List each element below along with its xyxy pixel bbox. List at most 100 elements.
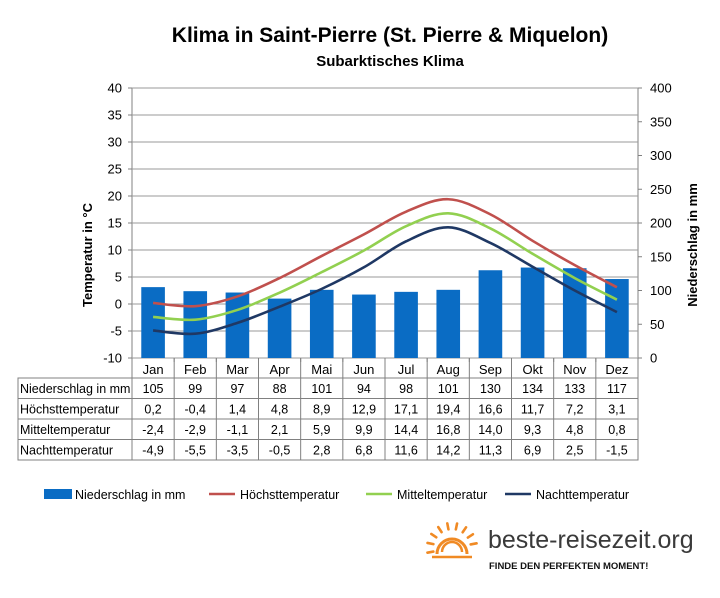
left-tick-label: 0 [115,297,122,312]
table-cell: 2,5 [566,443,583,457]
left-tick-label: 35 [108,108,122,123]
table-cell: 88 [273,382,287,396]
precipitation-bar [183,291,208,358]
precipitation-bar [141,287,165,358]
left-tick-label: 30 [108,135,122,150]
sun-ray [461,526,468,534]
table-cell: 3,1 [608,402,625,416]
left-tick-label: 40 [108,81,122,96]
sun-ray [436,525,443,534]
left-tick-label: 25 [108,162,122,177]
table-cell: 6,9 [524,443,541,457]
table-cell: 134 [522,382,543,396]
x-tick-label: Apr [269,362,290,377]
right-tick-label: 0 [650,351,657,366]
sun-ray [466,532,475,539]
table-cell: -0,4 [184,402,206,416]
table-cell: 2,1 [271,423,288,437]
precipitation-bar [309,289,334,358]
table-cell: 1,4 [229,402,246,416]
left-tick-label: 20 [108,189,122,204]
table-row-label: Nachttemperatur [20,443,113,457]
table-cell: -5,5 [184,443,206,457]
left-tick-label: -10 [103,351,122,366]
precipitation-bar [394,291,418,358]
precipitation-bar [605,279,629,358]
sun-ray [469,542,478,546]
table-cell: 11,3 [479,443,502,457]
table-cell: 4,8 [271,402,288,416]
precipitation-bar [478,270,503,358]
legend-label: Höchsttemperatur [240,488,339,502]
left-tick-label: -5 [110,324,122,339]
table-cell: 94 [357,382,371,396]
right-tick-label: 150 [650,249,672,264]
table-cell: 101 [438,382,459,396]
table-cell: -1,1 [227,423,249,437]
table-cell: 130 [480,382,501,396]
legend-swatch-bar [44,489,72,499]
left-tick-label: 5 [115,270,122,285]
chart-legend: Niederschlag in mm Höchsttemperatur Mittel… [44,488,629,502]
x-tick-label: Okt [522,362,543,377]
table-cell: 19,4 [436,402,460,416]
left-axis-label: Temperatur in °C [80,202,95,307]
sun-ray [454,522,459,531]
precipitation-bar [520,267,545,358]
table-cell: -4,9 [142,443,164,457]
table-cell: 2,8 [313,443,330,457]
table-cell: -1,5 [606,443,628,457]
chart-title: Klima in Saint-Pierre (St. Pierre & Miqu… [172,24,608,47]
table-cell: 11,6 [394,443,417,457]
mean-temp-line [152,211,618,322]
table-cell: -0,5 [269,443,291,457]
table-cell: 8,9 [313,402,330,416]
sun-arc [435,537,469,555]
table-cell: -2,4 [142,423,164,437]
brand-site-name: beste-reisezeit.org [488,526,694,554]
table-cell: 4,8 [566,423,583,437]
x-tick-label: Feb [184,362,206,377]
sun-ray [426,550,435,554]
table-cell: 14,2 [436,443,460,457]
chart-subtitle: Subarktisches Klima [316,53,464,70]
sun-logo-icon [426,522,478,559]
x-tick-label: Dez [605,362,628,377]
sun-ray [430,532,438,539]
table-cell: 14,0 [478,423,502,437]
plot-area: -10-505101520253035400501001502002503003… [103,81,672,366]
table-cell: 7,2 [566,402,583,416]
x-tick-label: Jun [353,362,374,377]
table-cell: 117 [607,382,627,396]
table-cell: 97 [230,382,244,396]
table-row-label: Höchsttemperatur [20,402,119,416]
table-cell: 9,3 [524,423,541,437]
brand-slogan: FINDE DEN PERFEKTEN MOMENT! [489,561,648,572]
right-tick-label: 250 [650,182,672,197]
x-tick-label: Nov [563,362,587,377]
legend-label: Mitteltemperatur [397,488,487,502]
table-cell: -3,5 [227,443,249,457]
precipitation-bar [267,298,292,358]
table-cell: 98 [399,382,413,396]
branding: beste-reisezeit.org FINDE DEN PERFEKTEN … [426,522,694,572]
table-row-label: Mitteltemperatur [20,423,110,437]
high-temp-line [152,197,618,308]
x-tick-label: Mai [311,362,332,377]
table-cell: 105 [143,382,164,396]
legend-label: Niederschlag in mm [75,488,185,502]
precipitation-bar [352,294,376,358]
table-cell: 17,1 [394,402,418,416]
table-cell: 9,9 [355,423,372,437]
sun-inner-arc [440,540,464,553]
right-tick-label: 300 [650,148,672,163]
table-cell: 0,8 [608,423,625,437]
right-axis-label: Niederschlag in mm [685,183,700,307]
x-tick-label: Sep [479,362,502,377]
x-tick-label: Jan [143,362,164,377]
table-cell: 0,2 [144,402,161,416]
right-tick-label: 350 [650,114,672,129]
x-tick-label: Jul [398,362,415,377]
